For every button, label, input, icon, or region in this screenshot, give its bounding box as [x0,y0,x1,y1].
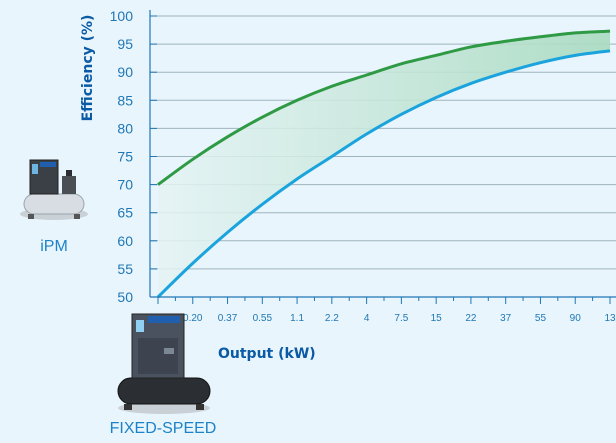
y-tick-label: 90 [117,64,133,80]
x-tick-label: 22 [465,313,477,324]
y-tick-label: 85 [117,92,133,108]
x-tick-label: 0.20 [183,313,203,324]
x-tick-label: 7.5 [394,313,408,324]
fixed-speed-efficiency-line [156,49,611,299]
y-tick-label: 50 [117,289,133,305]
fixed-speed-compressor-icon [117,313,211,414]
x-tick-label: 0.37 [218,313,238,324]
x-tick-label: 2.2 [325,313,339,324]
x-tick-label: 0.55 [253,313,273,324]
y-tick-label: 70 [117,177,133,193]
x-tick-label: 15 [431,313,443,324]
y-tick-label: 95 [117,36,133,52]
y-axis-ticks: 50 55 60 65 70 75 80 85 90 95 100 [110,8,157,305]
y-tick-label: 100 [110,8,134,24]
ipm-compressor-icon [20,159,88,220]
x-tick-label: 4 [364,313,370,324]
x-tick-label: 37 [500,313,512,324]
x-tick-label: 90 [570,313,582,324]
axes [149,10,616,298]
y-tick-label: 60 [117,233,133,249]
x-axis-label: Output (kW) [218,346,316,362]
y-tick-label: 80 [117,120,133,136]
x-tick-label: 13 [604,313,616,324]
y-tick-label: 65 [117,205,133,221]
y-tick-label: 75 [117,149,133,165]
y-axis-label: Efficiency (%) [80,15,96,122]
ipm-efficiency-line [157,29,611,186]
efficiency-band-area [158,31,610,297]
fixed-speed-label: FIXED-SPEED [109,420,217,437]
y-tick-label: 55 [117,261,133,277]
x-tick-label: 55 [535,313,547,324]
x-tick-label: 1.1 [290,313,304,324]
ipm-label: iPM [40,238,68,255]
